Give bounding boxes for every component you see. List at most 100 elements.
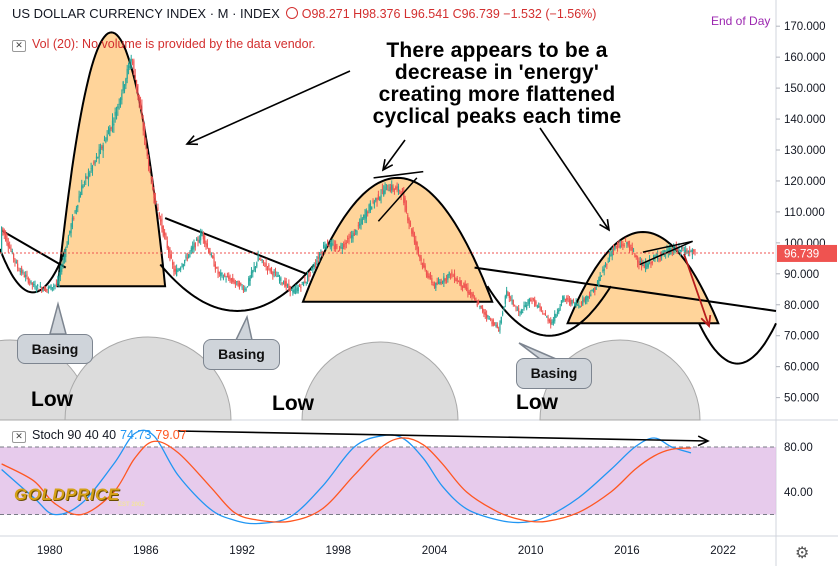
candle-body (546, 316, 548, 318)
candle-body (389, 187, 392, 191)
symbol-title[interactable]: US DOLLAR CURRENCY INDEX · M · INDEX (12, 6, 280, 21)
candle-body (503, 307, 505, 309)
trough-arc-2 (159, 263, 315, 313)
candle-body (360, 218, 362, 224)
candle-body (13, 253, 15, 259)
candle-body (221, 273, 223, 275)
candle-body (379, 197, 381, 200)
candle-body (530, 299, 532, 301)
candle-body (9, 246, 11, 248)
candle-body (632, 250, 635, 252)
settings-gear-icon[interactable]: ⚙ (795, 545, 810, 562)
candle-body (371, 206, 373, 210)
candle-body (357, 225, 359, 227)
candle-body (250, 271, 253, 278)
candle-body (368, 204, 370, 212)
candle-body (228, 276, 230, 279)
candle-body (42, 289, 44, 291)
candle-body (292, 290, 294, 293)
candle-body (603, 268, 605, 271)
candle-body (480, 305, 482, 308)
candle-body (182, 264, 184, 267)
candle-body (690, 251, 692, 253)
candle-body (85, 175, 87, 179)
candle-body (449, 273, 452, 277)
note-arrow-1-head (185, 135, 199, 146)
candle-body (570, 299, 572, 305)
candle-body (607, 261, 609, 263)
annotation-text: There appears to be a decrease in 'energ… (372, 39, 622, 128)
collapse-icon[interactable]: ✕ (12, 431, 26, 443)
candle-body (399, 190, 401, 192)
candle-body (129, 65, 131, 68)
ohlc-values: O98.271 H98.376 L96.541 C96.739 −1.532 (… (301, 7, 597, 21)
price-tick-label: 120.000 (784, 176, 826, 188)
candle-body (413, 233, 416, 243)
candle-body (484, 312, 486, 315)
stoch-label[interactable]: Stoch 90 40 40 (32, 428, 117, 442)
candle-body (522, 311, 524, 313)
candle-body (644, 262, 647, 270)
candle-body (586, 295, 588, 301)
candle-body (19, 271, 21, 273)
candle-body (172, 262, 174, 265)
candle-body (274, 271, 277, 273)
candle-body (391, 184, 393, 191)
candle-body (555, 314, 557, 318)
candle-body (425, 271, 428, 276)
candle-body (22, 271, 24, 273)
candle-body (324, 246, 326, 249)
candle-body (93, 162, 95, 164)
candle-body (682, 250, 684, 252)
time-tick-label: 1998 (326, 545, 352, 557)
candle-body (611, 248, 613, 256)
candle-body (392, 186, 394, 191)
candle-body (90, 168, 92, 169)
candle-body (405, 205, 408, 212)
candle-body (50, 284, 52, 290)
stoch-divergence-arrow-head (697, 435, 710, 447)
candle-body (457, 281, 460, 283)
cycle-dome-3 (301, 341, 459, 421)
volume-indicator-row: ✕ Vol (20): No volume is provided by the … (12, 37, 316, 52)
volume-message: No volume is provided by the data vendor… (82, 37, 316, 51)
symbol-header: US DOLLAR CURRENCY INDEX · M · INDEX O98.… (12, 6, 596, 21)
candle-body (141, 106, 143, 118)
candle-body (487, 315, 489, 317)
candle-body (170, 254, 172, 259)
candle-body (87, 172, 90, 180)
stoch-band (0, 447, 776, 515)
candle-body (257, 255, 259, 262)
collapse-icon[interactable]: ✕ (12, 40, 26, 52)
last-price-badge (777, 244, 837, 262)
trough-arc-3 (486, 285, 612, 337)
candle-body (18, 269, 20, 271)
candle-body (113, 123, 115, 126)
candle-body (376, 197, 378, 202)
candle-body (367, 211, 369, 214)
candle-body (313, 266, 315, 267)
candle-body (53, 286, 55, 287)
candle-body (204, 235, 206, 244)
candle-body (409, 222, 412, 226)
candle-body (331, 242, 333, 248)
candle-body (614, 245, 616, 250)
candle-body (659, 255, 661, 258)
candle-body (400, 193, 402, 196)
candle-body (105, 140, 107, 142)
candle-body (639, 261, 641, 263)
candle-body (117, 106, 119, 109)
candle-body (294, 288, 297, 290)
candle-body (138, 94, 140, 102)
candle-body (619, 245, 621, 248)
volume-label[interactable]: Vol (20): (32, 37, 79, 51)
candle-body (564, 299, 567, 301)
candle-body (209, 251, 211, 256)
candle-body (193, 243, 195, 249)
candle-body (25, 275, 27, 277)
candle-body (356, 230, 358, 234)
candle-body (312, 268, 314, 270)
candle-body (332, 244, 334, 246)
candle-body (343, 244, 345, 248)
